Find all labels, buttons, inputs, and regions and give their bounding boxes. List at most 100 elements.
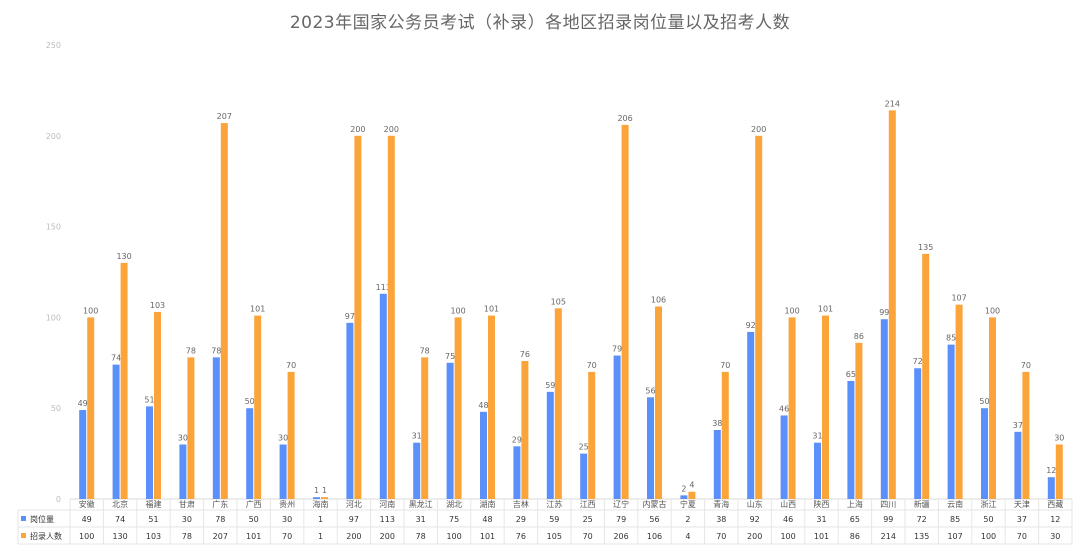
- data-label: 50: [245, 397, 255, 406]
- table-cell: 105: [547, 532, 562, 541]
- category-label: 辽宁: [613, 499, 629, 509]
- category-label: 黑龙江: [409, 499, 433, 509]
- table-cell: 65: [850, 515, 860, 524]
- data-label: 101: [484, 305, 499, 314]
- data-label: 106: [651, 296, 666, 305]
- table-cell: 29: [516, 515, 526, 524]
- bar: [1047, 477, 1055, 499]
- data-label: 113: [376, 283, 391, 292]
- table-cell: 72: [917, 515, 927, 524]
- bar: [680, 495, 688, 499]
- bar: [822, 315, 829, 499]
- bar: [313, 497, 320, 499]
- bars: 49 100 74 130 51 103 30 78 78 207 50 101 30 70 1 1 97 200…: [78, 99, 1064, 500]
- category-label: 山西: [780, 499, 796, 509]
- legend-swatch: [21, 533, 26, 538]
- category-label: 甘肃: [179, 499, 195, 509]
- category-label: 天津: [1014, 499, 1030, 509]
- table-cell: 56: [649, 515, 659, 524]
- data-label: 105: [551, 297, 566, 306]
- data-label: 38: [712, 419, 722, 428]
- table-cell: 50: [249, 515, 259, 524]
- data-label: 4: [689, 481, 694, 490]
- data-label: 30: [178, 434, 188, 443]
- bar: [146, 406, 153, 499]
- table-cell: 1: [318, 515, 323, 524]
- bar: [220, 123, 228, 499]
- bar: [621, 124, 629, 500]
- bar: [554, 308, 562, 499]
- category-label: 广西: [246, 499, 262, 509]
- y-tick-label: 150: [46, 223, 61, 232]
- bar: [588, 371, 596, 499]
- data-label: 85: [946, 334, 956, 343]
- bar: [713, 429, 721, 499]
- data-label: 56: [645, 386, 655, 395]
- data-label: 135: [918, 243, 933, 252]
- bar: [212, 357, 220, 499]
- bar: [480, 411, 487, 499]
- data-label: 50: [979, 397, 989, 406]
- table-cell: 70: [716, 532, 726, 541]
- category-label: 吉林: [513, 499, 529, 509]
- bar: [413, 442, 421, 499]
- legend-label: 招录人数: [30, 531, 62, 541]
- table-cell: 100: [79, 532, 94, 541]
- data-label: 78: [420, 346, 430, 355]
- table-cell: 30: [1050, 532, 1060, 541]
- category-label: 贵州: [279, 499, 295, 509]
- data-label: 2: [681, 484, 686, 493]
- legend-label: 岗位量: [30, 514, 54, 524]
- table-cell: 78: [182, 532, 192, 541]
- data-label: 101: [818, 305, 833, 314]
- bar: [747, 331, 755, 499]
- data-label: 207: [217, 112, 232, 121]
- bar: [981, 408, 988, 499]
- category-label: 西藏: [1047, 499, 1063, 509]
- data-label: 49: [78, 399, 88, 408]
- bar: [187, 357, 195, 499]
- data-label: 46: [779, 404, 789, 413]
- legend-swatch: [21, 516, 26, 521]
- bar: [287, 371, 295, 499]
- y-tick-label: 0: [56, 495, 61, 504]
- data-label: 130: [116, 252, 131, 261]
- bar: [1014, 431, 1022, 499]
- bar: [379, 293, 387, 499]
- category-label: 河南: [379, 499, 395, 509]
- table-cell: 97: [349, 515, 359, 524]
- bar: [1055, 444, 1063, 499]
- table-cell: 1: [318, 532, 323, 541]
- category-label: 江西: [580, 500, 596, 509]
- table-cell: 70: [583, 532, 593, 541]
- bar: [814, 442, 821, 499]
- category-label: 广东: [212, 499, 228, 509]
- data-label: 1: [322, 486, 327, 495]
- data-label: 59: [545, 381, 555, 390]
- bar: [79, 410, 87, 499]
- data-label: 48: [478, 401, 488, 410]
- bar: [880, 319, 888, 499]
- table-cell: 214: [881, 532, 896, 541]
- bar: [1022, 371, 1030, 499]
- bar: [655, 306, 662, 499]
- table-cell: 100: [446, 532, 461, 541]
- bar: [254, 315, 262, 499]
- category-label: 陕西: [814, 499, 830, 509]
- table-cell: 86: [850, 532, 860, 541]
- table-cell: 49: [82, 515, 92, 524]
- category-label: 云南: [947, 499, 963, 509]
- bar: [914, 368, 922, 499]
- category-label: 浙江: [981, 499, 997, 509]
- bar: [246, 408, 254, 499]
- data-label: 78: [186, 346, 196, 355]
- bar: [87, 317, 95, 499]
- data-label: 51: [144, 395, 154, 404]
- bar: [513, 446, 521, 499]
- data-label: 76: [520, 350, 530, 359]
- bar: [788, 317, 796, 499]
- bar: [721, 371, 729, 499]
- table-cell: 31: [816, 515, 826, 524]
- category-label: 北京: [112, 499, 128, 509]
- data-table: 安徽 北京 福建 甘肃 广东 广西 贵州 海南 河北 河南 黑龙江 湖北 湖南 吉林 江苏 江西 辽宁 内蒙古 宁夏…: [17, 499, 1073, 545]
